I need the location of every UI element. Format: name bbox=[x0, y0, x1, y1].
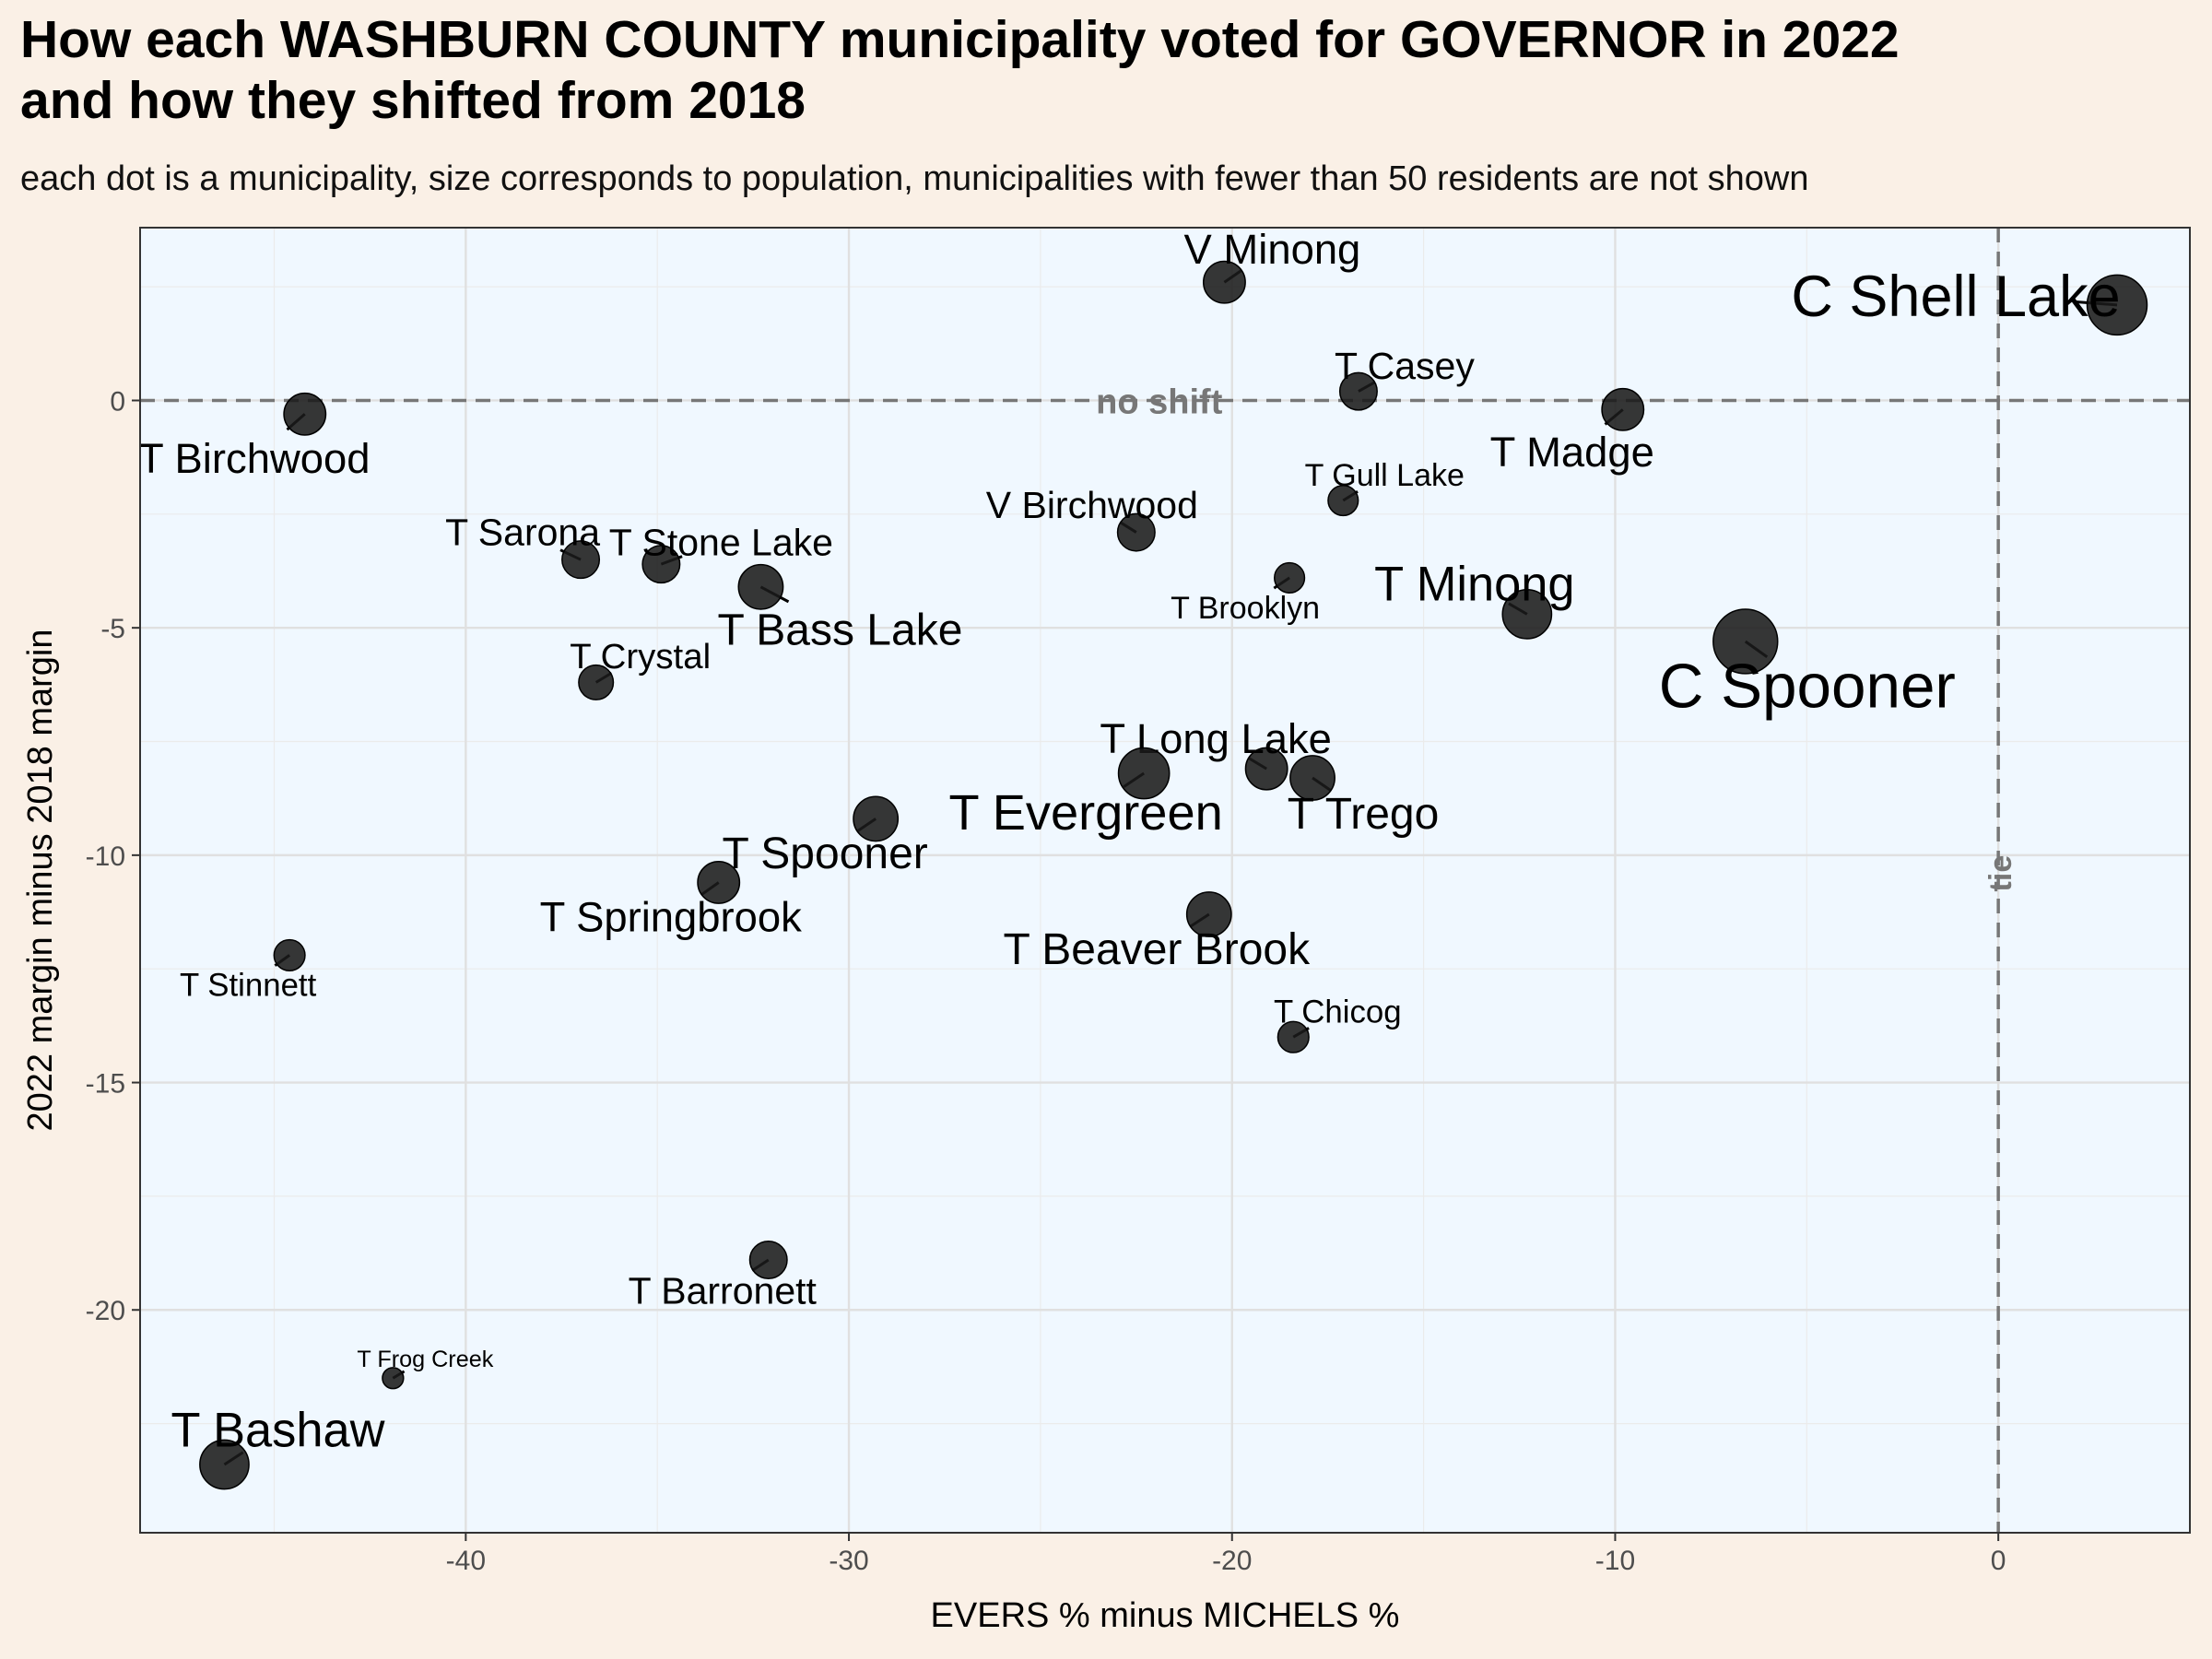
point-t-casey bbox=[1338, 371, 1378, 411]
point-t-beaver-brook bbox=[1185, 891, 1232, 937]
label-t-sarona: T Sarona bbox=[445, 512, 600, 554]
label-t-birchwood: T Birchwood bbox=[138, 435, 370, 482]
x-tick-label: -40 bbox=[446, 1546, 486, 1576]
point-c-spooner bbox=[1712, 608, 1779, 675]
point-t-birchwood bbox=[283, 392, 327, 436]
label-t-stone-lake: T Stone Lake bbox=[609, 521, 833, 563]
label-t-crystal: T Crystal bbox=[570, 637, 711, 677]
point-t-crystal bbox=[578, 664, 615, 700]
y-axis-title: 2022 margin minus 2018 margin bbox=[21, 629, 60, 1132]
label-t-stinnett: T Stinnett bbox=[180, 968, 317, 1004]
label-t-springbrook: T Springbrook bbox=[540, 893, 803, 940]
label-v-minong: V Minong bbox=[1184, 226, 1361, 273]
x-tick-label: -10 bbox=[1595, 1546, 1635, 1576]
point-t-bass-lake bbox=[737, 563, 784, 610]
point-t-trego bbox=[1289, 755, 1335, 801]
point-t-frog-creek bbox=[382, 1367, 405, 1390]
point-t-madge bbox=[1601, 387, 1645, 431]
y-tick-label: 0 bbox=[110, 386, 125, 417]
label-t-casey: T Casey bbox=[1335, 345, 1475, 387]
point-t-gull-lake bbox=[1327, 484, 1359, 517]
label-v-birchwood: V Birchwood bbox=[986, 484, 1198, 526]
y-tick-label: -10 bbox=[86, 841, 125, 872]
y-tick-label: -20 bbox=[86, 1296, 125, 1326]
label-t-beaver-brook: T Beaver Brook bbox=[1004, 925, 1312, 974]
label-t-bashaw: T Bashaw bbox=[171, 1404, 384, 1457]
point-c-shell-lake bbox=[2086, 274, 2148, 336]
label-t-frog-creek: T Frog Creek bbox=[357, 1347, 493, 1372]
chart-title-line-2: and how they shifted from 2018 bbox=[20, 71, 806, 130]
label-t-trego: T Trego bbox=[1288, 790, 1440, 839]
point-t-bashaw bbox=[199, 1439, 250, 1490]
chart-title: How each WASHBURN COUNTY municipality vo… bbox=[20, 9, 1900, 131]
label-t-spooner: T Spooner bbox=[723, 830, 928, 878]
y-tick-label: -15 bbox=[86, 1069, 125, 1100]
point-t-evergreen bbox=[1117, 747, 1171, 800]
point-t-brooklyn bbox=[1274, 561, 1306, 594]
point-t-minong bbox=[1501, 589, 1553, 640]
point-t-long-lake bbox=[1244, 747, 1288, 791]
chart-subtitle: each dot is a municipality, size corresp… bbox=[20, 159, 1809, 198]
label-t-chicog: T Chicog bbox=[1274, 994, 1402, 1030]
y-tick-label: -5 bbox=[100, 614, 125, 644]
point-t-stone-lake bbox=[641, 545, 681, 584]
x-axis-title: EVERS % minus MICHELS % bbox=[931, 1596, 1400, 1635]
label-t-barronett: T Barronett bbox=[629, 1269, 818, 1312]
label-t-evergreen: T Evergreen bbox=[949, 785, 1223, 841]
plot-border bbox=[139, 227, 2191, 1534]
label-c-spooner: C Spooner bbox=[1659, 653, 1956, 722]
chart-title-line-1: How each WASHBURN COUNTY municipality vo… bbox=[20, 10, 1900, 69]
point-t-stinnett bbox=[273, 938, 306, 971]
label-t-gull-lake: T Gull Lake bbox=[1305, 458, 1465, 493]
x-tick-label: -20 bbox=[1212, 1546, 1252, 1576]
point-t-barronett bbox=[748, 1240, 788, 1279]
x-tick-label: -30 bbox=[829, 1546, 868, 1576]
label-t-bass-lake: T Bass Lake bbox=[717, 606, 962, 655]
plot-panel bbox=[140, 228, 2190, 1533]
point-t-chicog bbox=[1277, 1020, 1310, 1053]
point-v-minong bbox=[1202, 260, 1246, 304]
point-t-springbrook bbox=[697, 861, 741, 904]
no-shift-label: no shift bbox=[1096, 382, 1223, 421]
point-t-spooner bbox=[853, 795, 900, 842]
label-t-brooklyn: T Brooklyn bbox=[1171, 591, 1320, 626]
point-v-birchwood bbox=[1116, 512, 1156, 552]
label-c-shell-lake: C Shell Lake bbox=[1791, 265, 2120, 329]
x-tick-label: 0 bbox=[1991, 1546, 2006, 1576]
label-t-madge: T Madge bbox=[1490, 429, 1654, 476]
label-t-minong: T Minong bbox=[1374, 559, 1574, 612]
tie-label: tie bbox=[1983, 855, 2018, 892]
point-t-sarona bbox=[561, 540, 601, 580]
